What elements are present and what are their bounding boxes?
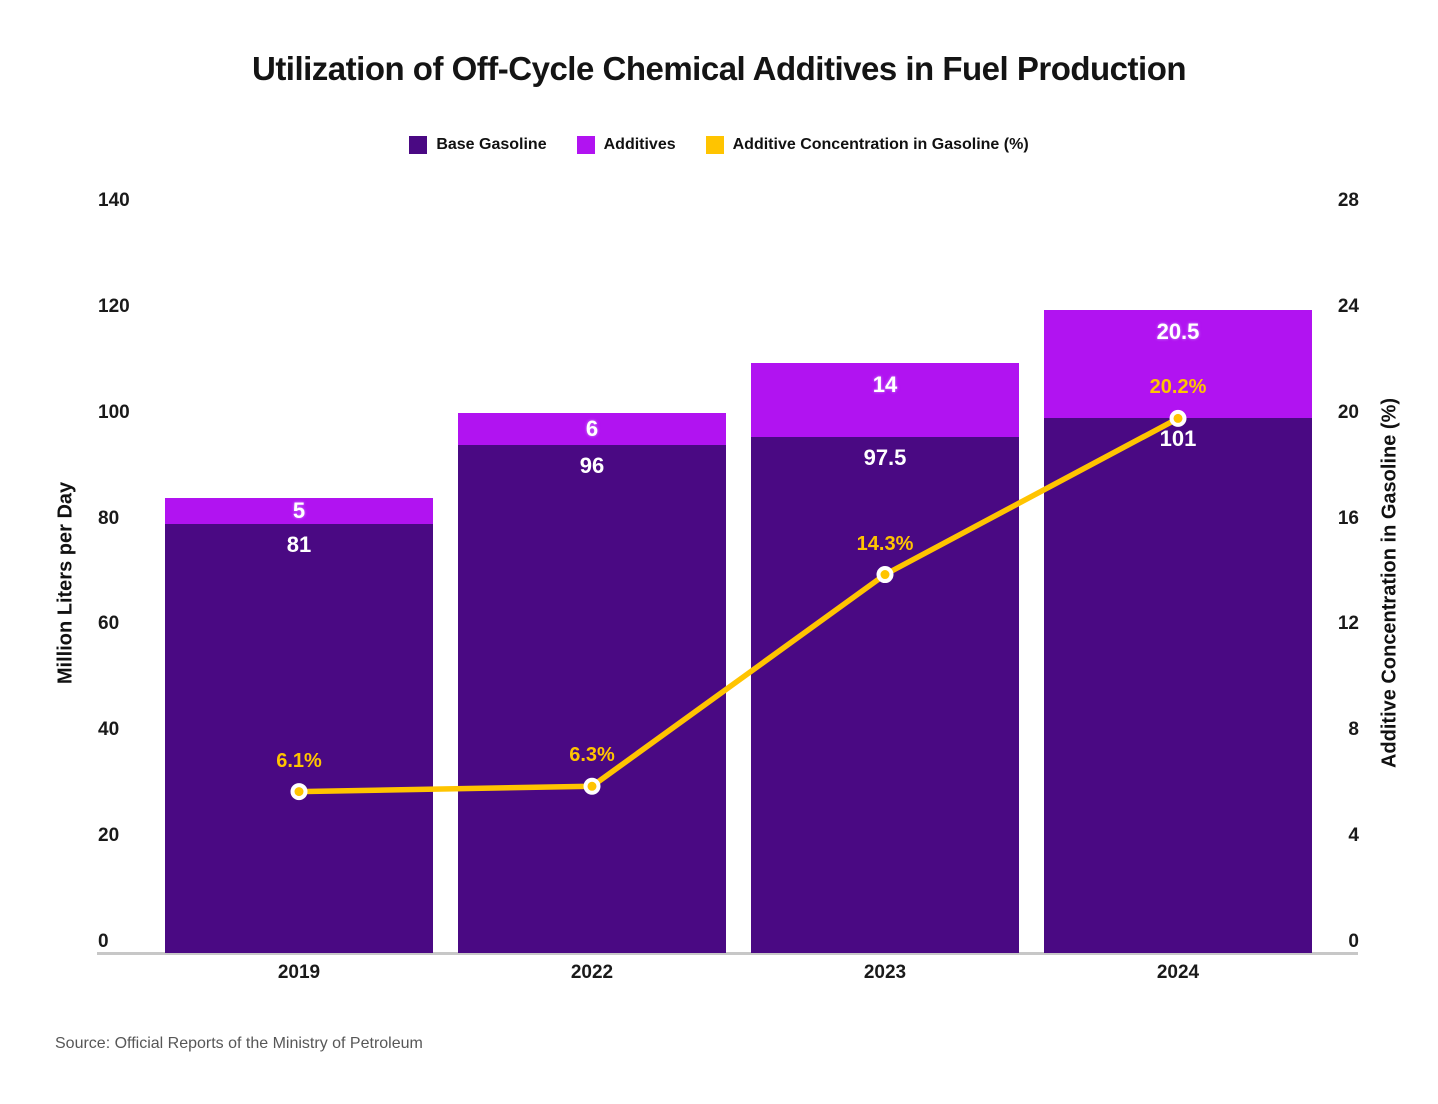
legend-label: Additives [603,136,676,153]
bar-additives-value-2024: 20.5 [1156,318,1200,344]
right-axis-tick-16: 16 [1337,507,1359,529]
left-axis-tick-140: 140 [98,190,130,211]
legend-swatch-icon [576,136,595,154]
right-axis-tick-12: 12 [1337,613,1359,635]
right-axis-title: Additive Concentration in Gasoline (%) [1378,397,1401,769]
x-axis-label-2019: 2019 [277,962,321,983]
left-axis-tick-120: 120 [98,295,130,317]
legend-swatch-icon [705,136,724,154]
legend-item-1: Additives [576,136,676,154]
left-axis-tick-20: 20 [98,825,120,847]
left-axis-tick-80: 80 [98,507,120,529]
line-point-label-2019: 6.1% [276,749,322,772]
bar-base-2023 [751,436,1019,953]
left-axis-title: Million Liters per Day [54,481,77,685]
x-axis-label-2024: 2024 [1156,962,1200,983]
bar-additives-2024 [1044,309,1312,419]
legend-swatch-icon [409,136,428,154]
bar-additives-value-2022: 6 [585,416,599,441]
x-axis-line [97,952,1358,955]
legend-item-0: Base Gasoline [409,136,547,154]
bar-base-2024 [1044,418,1312,953]
line-point-label-2024: 20.2% [1149,376,1207,399]
right-axis-tick-4: 4 [1348,825,1359,847]
x-axis-label-2023: 2023 [863,962,907,983]
right-axis-tick-8: 8 [1348,719,1359,741]
right-axis-tick-24: 24 [1337,295,1359,317]
bar-base-value-2019: 81 [286,532,312,558]
legend-label: Base Gasoline [436,136,547,153]
bar-base-2019 [165,524,433,953]
left-axis-tick-0: 0 [98,931,109,952]
x-axis-label-2022: 2022 [570,962,614,983]
right-axis-tick-20: 20 [1337,401,1359,423]
right-axis-tick-28: 28 [1337,190,1359,211]
bar-base-value-2023: 97.5 [863,444,907,470]
left-axis-tick-100: 100 [98,401,130,423]
chart-title: Utilization of Off-Cycle Chemical Additi… [251,50,1187,87]
legend-label: Additive Concentration in Gasoline (%) [732,136,1029,153]
right-axis-tick-0: 0 [1348,931,1359,952]
left-axis-tick-40: 40 [98,719,120,741]
line-point-label-2022: 6.3% [569,744,615,767]
bar-additives-value-2023: 14 [872,371,898,397]
left-axis-tick-60: 60 [98,613,120,635]
legend: Base Gasoline Additives Additive Concentra… [0,136,1438,154]
legend-item-2: Additive Concentration in Gasoline (%) [705,136,1029,154]
bar-base-value-2022: 96 [579,452,605,478]
bar-base-2022 [458,444,726,953]
source-note: Source: Official Reports of the Ministry… [55,1035,423,1052]
bar-additives-value-2019: 5 [292,498,306,524]
line-point-label-2023: 14.3% [856,532,914,555]
bar-base-value-2024: 101 [1159,426,1197,452]
